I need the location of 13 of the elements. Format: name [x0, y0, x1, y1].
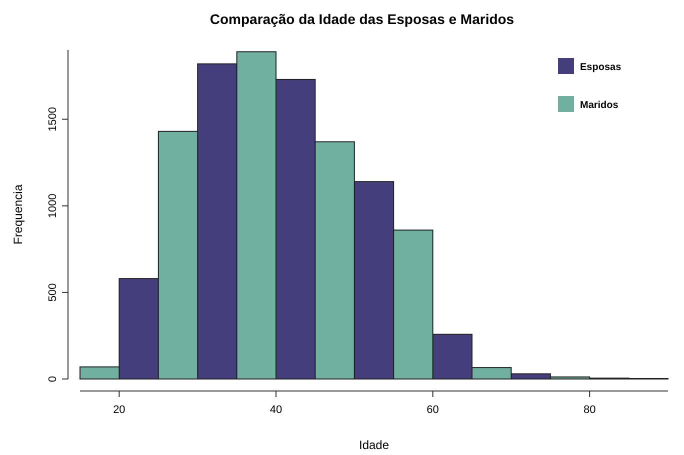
y-tick-label: 1000 [47, 194, 59, 218]
x-tick-label: 40 [270, 404, 282, 416]
legend-label: Maridos [580, 100, 619, 111]
legend-label: Esposas [580, 62, 622, 73]
y-tick-label: 1500 [47, 107, 59, 132]
x-tick-label: 20 [113, 404, 126, 416]
x-tick-label: 60 [426, 404, 439, 416]
chart-title: Comparação da Idade das Esposas e Maridos [210, 11, 514, 27]
y-tick-label: 500 [47, 283, 59, 302]
x-tick-label: 80 [583, 404, 596, 416]
y-tick-label: 0 [47, 376, 59, 382]
y-axis-title: Frequencia [11, 184, 25, 245]
x-axis-title: Idade [358, 438, 390, 452]
